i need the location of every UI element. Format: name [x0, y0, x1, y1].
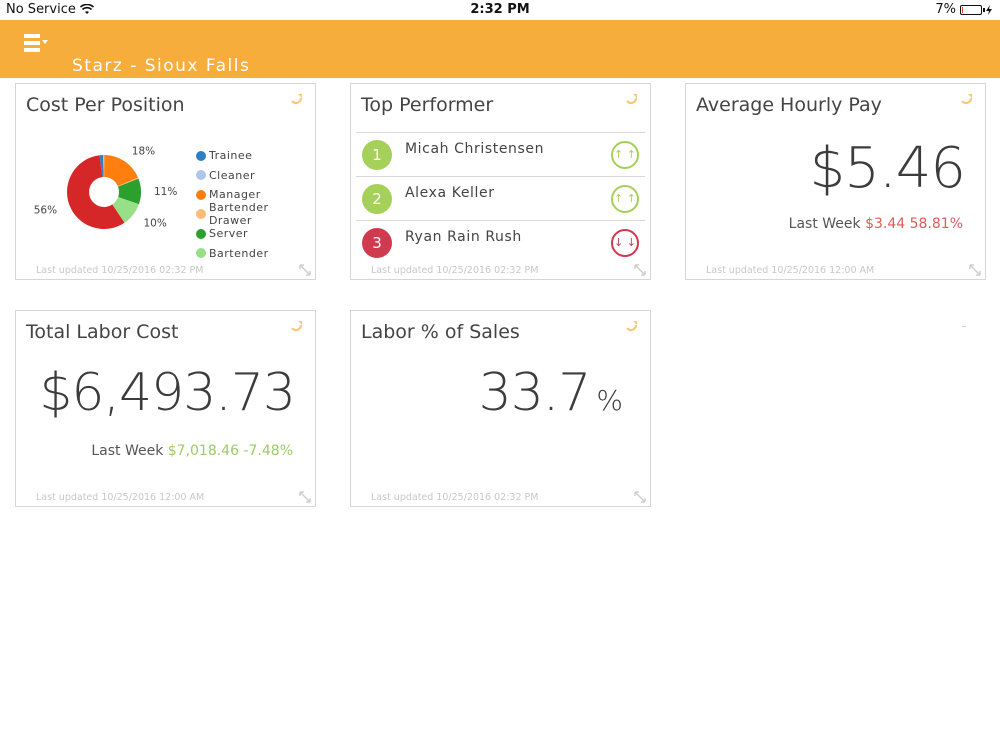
legend-item[interactable]: Bartender	[196, 244, 315, 264]
last-updated-text: Last updated 10/25/2016 02:32 PM	[371, 265, 539, 276]
legend-label: Server	[209, 227, 249, 241]
legend-label: Bartender	[209, 246, 269, 260]
legend-swatch	[196, 170, 206, 181]
labor-percent-of-sales-card: Labor % of Sales 33.7% Last updated 10/2…	[350, 310, 651, 507]
last-updated-text: Last updated 10/25/2016 02:32 PM	[371, 492, 539, 503]
trend-down-icon[interactable]: ↓ ↓	[611, 229, 639, 257]
divider-mark	[962, 326, 966, 327]
total-labor-cost-card: Total Labor Cost $6,493.73 Last Week $7,…	[15, 310, 316, 507]
expand-icon[interactable]	[969, 264, 981, 276]
menu-button[interactable]	[24, 32, 50, 54]
total-labor-cost-value: $6,493.73	[39, 363, 296, 423]
legend-item[interactable]: Cleaner	[196, 166, 315, 186]
average-hourly-pay-card: Average Hourly Pay $5.46 Last Week $3.44…	[685, 83, 986, 280]
expand-icon[interactable]	[299, 264, 311, 276]
rank-badge: 3	[362, 228, 392, 258]
legend-item[interactable]: Bartender Drawer	[196, 201, 315, 227]
labor-percent-number: 33.7	[478, 363, 592, 423]
last-week-value: $3.44	[865, 216, 906, 232]
average-pay-value: $5.46	[809, 136, 966, 201]
chart-legend: Trainee Cleaner Manager Bartender Drawer Ser…	[196, 146, 315, 268]
labor-percent-value: 33.7%	[478, 363, 623, 423]
performer-row[interactable]: 3 Ryan Rain Rush ↓ ↓	[356, 220, 645, 265]
wifi-icon	[79, 4, 94, 14]
percent-unit: %	[596, 384, 623, 417]
slice-percent-label: 56%	[34, 204, 57, 216]
expand-icon[interactable]	[299, 491, 311, 503]
performer-name: Ryan Rain Rush	[405, 229, 522, 245]
last-updated-text: Last updated 10/25/2016 12:00 AM	[36, 492, 205, 503]
battery-level-fill	[962, 6, 964, 13]
pie-slice-bartender-drawer[interactable]	[117, 177, 139, 187]
legend-swatch	[196, 228, 206, 239]
refresh-icon[interactable]	[289, 92, 305, 108]
card-title: Total Labor Cost	[26, 321, 179, 343]
legend-label: Cleaner	[209, 168, 256, 182]
charging-bolt-icon	[986, 4, 992, 15]
legend-swatch	[196, 209, 206, 220]
pie-slice-cleaner[interactable]	[103, 155, 105, 178]
status-time: 2:32 PM	[470, 2, 530, 17]
change-percent: -7.48%	[243, 443, 293, 459]
legend-swatch	[196, 189, 206, 200]
refresh-icon[interactable]	[959, 92, 975, 108]
last-week-comparison: Last Week $3.44 58.81%	[789, 216, 963, 232]
store-title: Starz - Sioux Falls	[72, 56, 251, 76]
status-left: No Service	[6, 2, 94, 17]
trend-up-icon[interactable]: ↑ ↑	[611, 141, 639, 169]
expand-icon[interactable]	[634, 491, 646, 503]
cost-pie-chart: 18% 11% 10% 56%	[34, 145, 178, 230]
legend-item[interactable]: Server	[196, 224, 315, 244]
performer-row[interactable]: 2 Alexa Keller ↑ ↑	[356, 176, 645, 221]
legend-label: Trainee	[209, 149, 253, 163]
legend-label: Bartender Drawer	[208, 201, 269, 228]
trend-up-icon[interactable]: ↑ ↑	[611, 185, 639, 213]
card-title: Top Performer	[361, 94, 494, 116]
last-updated-text: Last updated 10/25/2016 02:32 PM	[36, 265, 204, 276]
legend-label: Cook	[209, 266, 239, 268]
slice-percent-label: 11%	[154, 186, 177, 198]
status-bar: No Service 2:32 PM 7%	[0, 0, 1000, 20]
legend-item[interactable]: Manager	[196, 185, 315, 205]
last-week-value: $7,018.46	[167, 443, 240, 459]
battery-icon	[960, 4, 985, 15]
last-week-label: Last Week	[788, 216, 861, 232]
slice-percent-label: 10%	[143, 218, 166, 230]
pie-slice-trainee[interactable]	[99, 155, 104, 178]
refresh-icon[interactable]	[624, 319, 640, 335]
top-performer-card: Top Performer 1 Micah Christensen ↑ ↑ 2 Alex…	[350, 83, 651, 280]
refresh-icon[interactable]	[624, 92, 640, 108]
rank-badge: 2	[362, 184, 392, 214]
last-week-comparison: Last Week $7,018.46 -7.48%	[91, 443, 293, 459]
carrier-text: No Service	[6, 2, 76, 17]
last-week-label: Last Week	[91, 443, 164, 459]
expand-icon[interactable]	[634, 264, 646, 276]
app-header: Starz - Sioux Falls	[0, 20, 1000, 78]
status-right: 7%	[935, 2, 992, 17]
legend-swatch	[196, 150, 206, 161]
pie-slice-cook[interactable]	[67, 155, 125, 229]
refresh-icon[interactable]	[289, 319, 305, 335]
performer-row[interactable]: 1 Micah Christensen ↑ ↑	[356, 132, 645, 177]
slice-percent-label: 18%	[132, 145, 155, 157]
rank-badge: 1	[362, 140, 392, 170]
legend-item[interactable]: Cook	[196, 263, 315, 268]
legend-label: Manager	[209, 188, 261, 202]
pie-slice-server[interactable]	[117, 178, 141, 205]
pie-slice-manager[interactable]	[104, 155, 139, 187]
card-title: Cost Per Position	[26, 94, 185, 116]
legend-swatch	[196, 248, 206, 259]
card-title: Labor % of Sales	[361, 321, 520, 343]
battery-percent: 7%	[935, 2, 956, 17]
performer-name: Alexa Keller	[405, 185, 495, 201]
card-title: Average Hourly Pay	[696, 94, 882, 116]
performer-name: Micah Christensen	[405, 141, 545, 157]
legend-item[interactable]: Trainee	[196, 146, 315, 166]
pie-slice-bartender[interactable]	[112, 196, 139, 223]
change-percent: 58.81%	[909, 216, 963, 232]
cost-per-position-card: Cost Per Position 18% 11% 10% 56% Trainee Cl…	[15, 83, 316, 280]
last-updated-text: Last updated 10/25/2016 12:00 AM	[706, 265, 875, 276]
